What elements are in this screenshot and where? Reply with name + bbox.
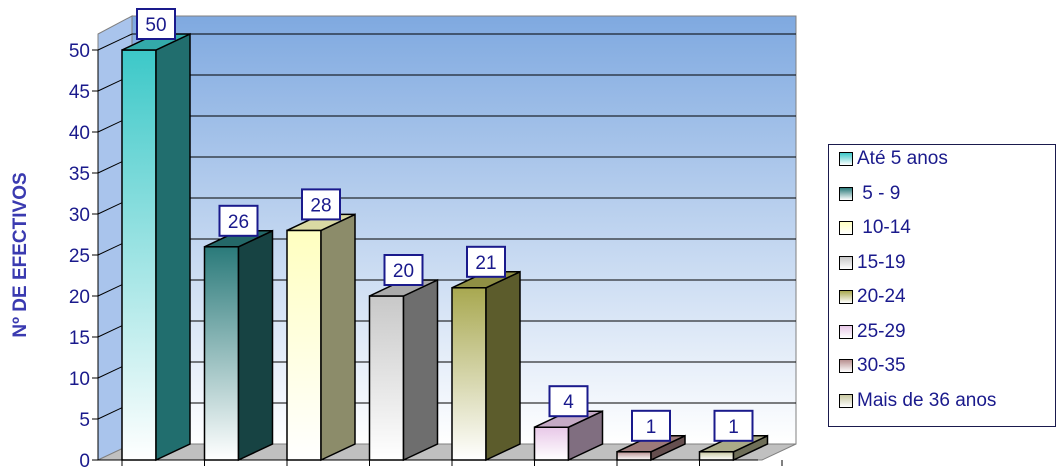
floor: [97, 443, 797, 461]
legend-item: 5 - 9: [839, 182, 900, 206]
legend-swatch: [839, 255, 853, 270]
legend-swatch: [839, 290, 853, 304]
y-tick-label: 50: [69, 41, 90, 62]
legend-label: 25-29: [857, 320, 906, 342]
legend-label: 5 - 9: [857, 182, 901, 204]
y-tick-label: 40: [69, 123, 90, 144]
data-label-text: 26: [228, 212, 249, 233]
bar: [203, 229, 274, 462]
data-label: 21: [466, 245, 506, 278]
bar-front: [616, 451, 652, 461]
data-label: 26: [218, 204, 259, 237]
bar-side: [237, 229, 274, 462]
bar-side: [155, 32, 191, 462]
data-label: 1: [631, 409, 671, 442]
legend-swatch: [839, 324, 853, 339]
gridline-side: [97, 33, 133, 51]
bar-side: [402, 278, 439, 462]
legend-swatch: [839, 359, 853, 373]
data-label: 4: [548, 385, 589, 418]
legend-label: 30-35: [857, 355, 906, 376]
y-tick-label: 25: [69, 246, 90, 267]
legend-item: Mais de 36 anos: [839, 389, 996, 413]
legend-item: 25-29: [839, 320, 906, 344]
legend-swatch: [839, 221, 853, 235]
bar-front: [121, 49, 157, 461]
legend-label: 15-19: [857, 251, 906, 273]
data-label-text: 50: [145, 15, 166, 36]
bar-side: [485, 270, 521, 462]
bar: [451, 270, 521, 462]
legend-swatch: [839, 186, 853, 201]
legend-item: Até 5 anos: [839, 147, 948, 171]
data-label: 20: [383, 254, 424, 286]
data-label: 50: [136, 8, 176, 40]
bar: [121, 32, 191, 462]
y-tick-label: 10: [69, 369, 90, 390]
data-label-text: 21: [475, 253, 496, 274]
data-label-text: 28: [310, 195, 331, 216]
data-label: 28: [301, 188, 341, 221]
data-label-text: 20: [393, 261, 414, 282]
data-label: 1: [713, 409, 754, 442]
bar-front: [286, 229, 322, 461]
y-tick-label: 20: [69, 287, 90, 308]
legend-label: Mais de 36 anos: [857, 389, 997, 411]
bar: [368, 278, 439, 462]
bar: [286, 213, 356, 462]
legend-swatch: [839, 393, 853, 408]
y-tick-label: 15: [69, 328, 90, 349]
y-tick-label: 45: [69, 82, 90, 103]
legend-swatch: [839, 152, 853, 166]
bar-side: [320, 213, 356, 462]
y-tick-label: 5: [79, 410, 90, 431]
y-tick-label: 30: [69, 205, 90, 226]
data-label-text: 1: [646, 417, 657, 438]
legend-item: 20-24: [839, 285, 906, 309]
legend-label: Até 5 anos: [857, 148, 948, 169]
legend-item: 15-19: [839, 251, 906, 275]
legend-label: 10-14: [857, 217, 911, 238]
bar-front: [451, 287, 487, 461]
data-label-text: 1: [728, 417, 739, 438]
legend-label: 20-24: [857, 286, 906, 307]
data-label-text: 4: [563, 392, 574, 413]
bar-front: [698, 451, 735, 461]
legend: Até 5 anos 5 - 9 10-14 15-19 20-24 25-29 30-…: [828, 144, 1056, 427]
y-tick-label: 0: [79, 451, 90, 469]
bar-front: [203, 246, 240, 461]
legend-item: 10-14: [839, 216, 911, 240]
bar-front: [533, 426, 570, 461]
y-axis-title: Nº DE EFECTIVOS: [10, 172, 31, 337]
bar-front: [368, 295, 405, 461]
legend-item: 30-35: [839, 354, 906, 378]
y-tick-label: 35: [69, 164, 90, 185]
